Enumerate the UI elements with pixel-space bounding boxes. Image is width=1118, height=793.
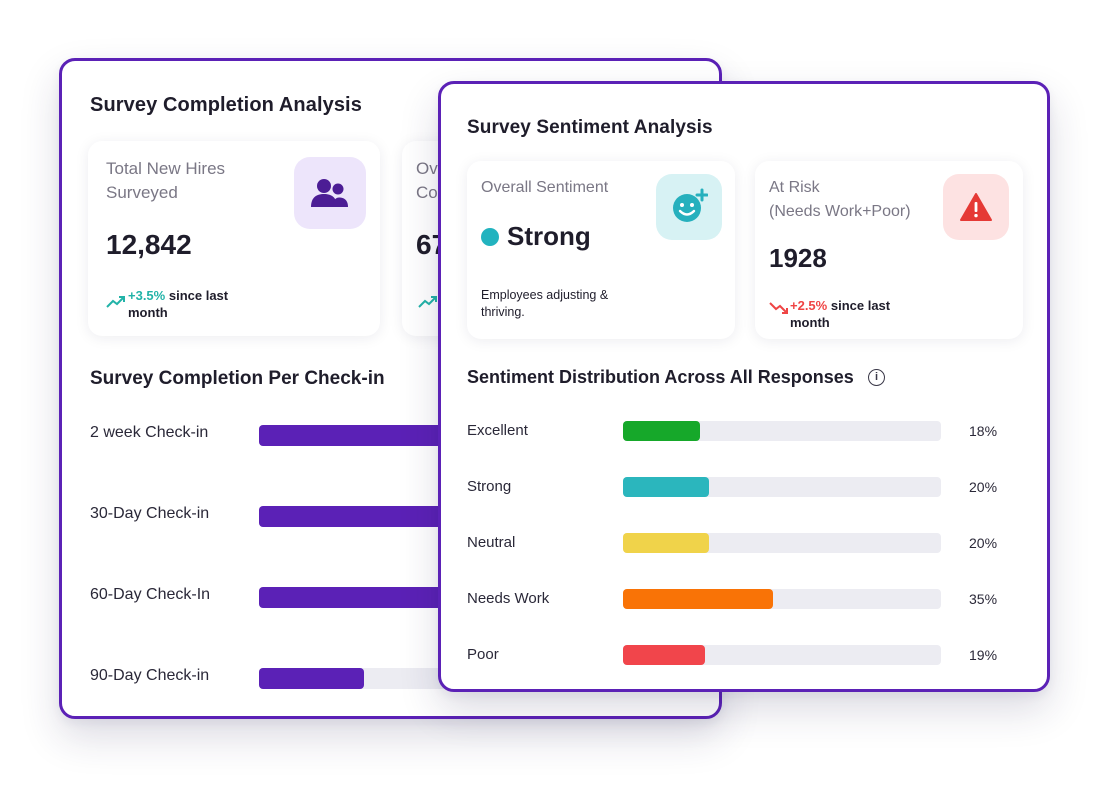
overall-sentiment-value: Strong <box>507 221 591 251</box>
smiley-plus-icon <box>656 174 722 240</box>
users-icon <box>294 157 366 229</box>
sentiment-bar-fill <box>623 421 701 441</box>
at-risk-value: 1928 <box>769 243 827 273</box>
sentiment-bar-track <box>623 477 941 497</box>
sentiment-percent: 19% <box>969 647 998 663</box>
sentiment-label: Poor <box>467 646 499 663</box>
sentiment-status-dot <box>481 228 499 246</box>
card-label: At Risk (Needs Work+Poor) <box>769 179 911 220</box>
sentiment-label: Excellent <box>467 422 528 439</box>
per-checkin-title: Survey Completion Per Check-in <box>90 368 385 389</box>
trend-down-icon <box>769 302 788 314</box>
sentiment-bar-track <box>623 589 941 609</box>
card-label: Ov Co <box>416 159 438 202</box>
overall-sentiment-card[interactable]: Overall Sentiment Strong Employees adjus… <box>467 161 735 339</box>
trend-text: +2.5% since last month <box>790 298 891 330</box>
card-label: Overall Sentiment <box>481 179 609 196</box>
warning-icon <box>943 174 1009 240</box>
sentiment-description: Employees adjusting & thriving. <box>481 288 609 319</box>
card-value: 12,842 <box>106 229 192 260</box>
checkin-label: 90-Day Check-in <box>90 667 210 684</box>
panel-title: Survey Completion Analysis <box>90 94 362 116</box>
sentiment-percent: 20% <box>969 479 998 495</box>
checkin-label: 30-Day Check-in <box>90 505 210 522</box>
sentiment-label: Strong <box>467 478 512 495</box>
sentiment-bar-fill <box>623 477 709 497</box>
sentiment-label: Neutral <box>467 534 516 551</box>
sentiment-bar-fill <box>623 533 709 553</box>
trend-up-icon <box>418 296 437 308</box>
checkin-label: 2 week Check-in <box>90 424 209 441</box>
checkin-bar-fill <box>259 668 364 689</box>
sentiment-percent: 18% <box>969 423 998 439</box>
at-risk-card[interactable]: At Risk (Needs Work+Poor) 1928 +2.5% sin… <box>755 161 1023 339</box>
sentiment-label: Needs Work <box>467 590 550 607</box>
sentiment-percent: 20% <box>969 535 998 551</box>
total-new-hires-card[interactable]: Total New Hires Surveyed 12,842 +3.5% si… <box>88 141 380 336</box>
checkin-label: 60-Day Check-In <box>90 586 211 603</box>
sentiment-bar-fill <box>623 589 774 609</box>
trend-up-icon <box>106 296 125 308</box>
sentiment-bar-track <box>623 421 941 441</box>
checkin-bar-fill <box>259 506 474 527</box>
distribution-title: Sentiment Distribution Across All Respon… <box>467 367 854 387</box>
card-label: Total New Hires Surveyed <box>106 159 226 202</box>
sentiment-percent: 35% <box>969 591 998 607</box>
survey-sentiment-panel: Survey Sentiment Analysis Overall Sentim… <box>438 81 1050 692</box>
panel-title: Survey Sentiment Analysis <box>467 117 713 138</box>
sentiment-bar-fill <box>623 645 705 665</box>
sentiment-bar-track <box>623 533 941 553</box>
checkin-bar-fill <box>259 425 448 446</box>
trend-text: +3.5% since last month <box>128 288 229 320</box>
sentiment-bar-track <box>623 645 941 665</box>
info-icon[interactable]: i <box>868 369 885 386</box>
